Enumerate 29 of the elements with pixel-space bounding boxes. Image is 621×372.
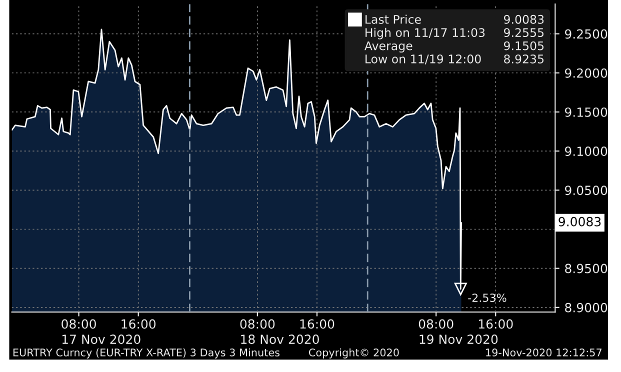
y-tick-label: 9.2500 <box>564 29 608 39</box>
x-tick-label: 08:00 <box>62 319 96 329</box>
text: EURTRY Curncy (EUR-TRY X-RATE) 3 Days 3 Minutes <box>13 348 280 358</box>
annotation: 8.9235 <box>504 54 544 64</box>
x-tick-label: 16:00 <box>300 319 334 329</box>
y-tick-label: 9.1000 <box>564 146 608 156</box>
y-tick-label: 9.2000 <box>564 68 608 78</box>
text: 9.0083 <box>558 216 601 226</box>
legend-label: Last Price <box>366 14 421 24</box>
y-tick-label: 9.0500 <box>564 186 608 196</box>
x-tick-label: 08:00 <box>418 319 454 329</box>
annotation: High on 11/17 11:03 <box>366 28 485 40</box>
y-tick-label: 9.1500 <box>564 107 608 117</box>
y-tick-label: 8.9000 <box>565 302 608 312</box>
y-tick-label: 8.9500 <box>565 264 608 274</box>
x-tick-label: 16:00 <box>122 319 156 329</box>
text: Copyright© 2020 <box>308 348 399 358</box>
x2-tick-label: 19 Nov 2020 <box>420 334 498 344</box>
annotation: 9.2555 <box>504 28 544 38</box>
x-tick-label: 08:00 <box>240 319 275 329</box>
x2-tick-label: 18 Nov 2020 <box>241 334 319 344</box>
annotation: Low on 11/19 12:00 <box>366 54 481 64</box>
annotation: -2.53% <box>468 294 506 302</box>
annotation: 9.1505 <box>504 41 544 50</box>
text: 19-Nov-2020 12:12:57 <box>486 348 602 356</box>
x-tick-label: 16:00 <box>478 319 513 329</box>
annotation: 9.0083 <box>504 14 544 24</box>
annotation: Average <box>364 41 412 53</box>
x2-tick-label: 17 Nov 2020 <box>62 334 140 344</box>
